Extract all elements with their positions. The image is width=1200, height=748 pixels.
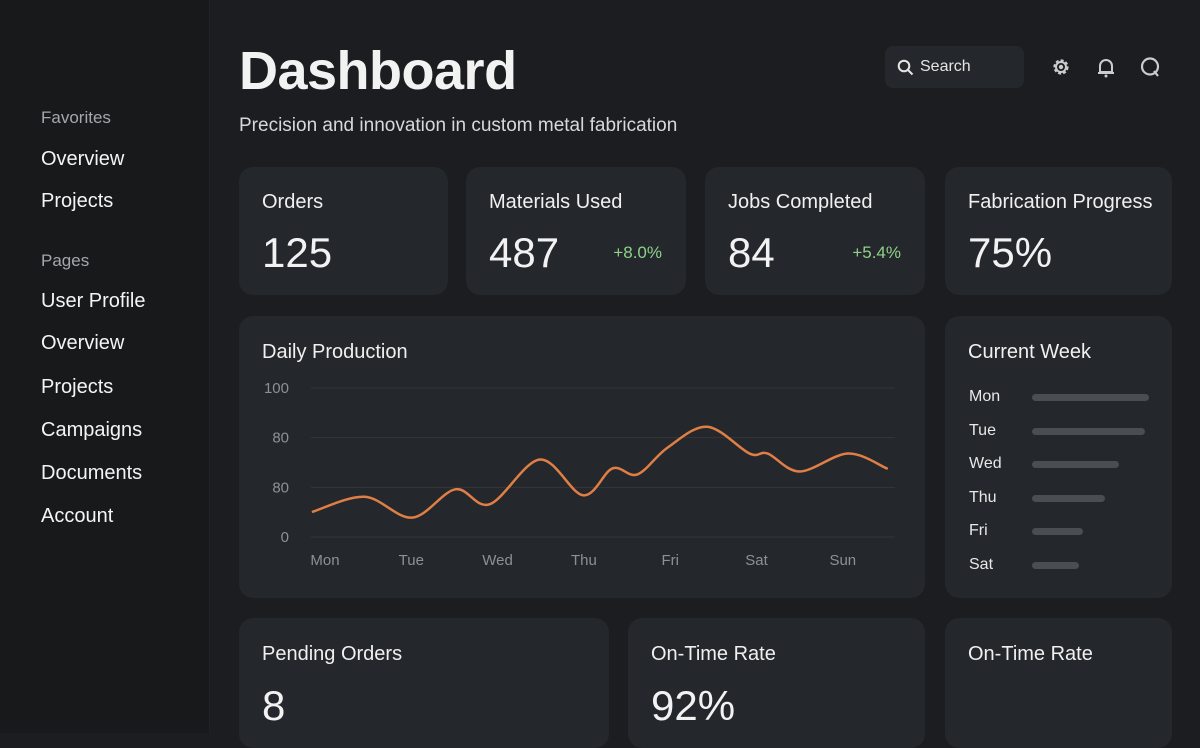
sidebar: Favorites Overview Projects Pages User P… [0,0,210,733]
stat-label: Orders [262,191,323,214]
chat-icon[interactable] [1139,56,1161,78]
week-day-bar [1032,394,1149,401]
y-tick-label: 80 [272,430,289,447]
on-time-rate-card: On-Time Rate 92% [628,618,925,748]
stat-label: Materials Used [489,191,622,214]
x-tick-label: Sat [745,552,768,569]
stat-value: 125 [262,229,332,277]
nav-documents[interactable]: Documents [41,462,142,485]
week-day-label: Tue [969,422,996,440]
settings-icon[interactable] [1050,56,1072,78]
stat-value: 84 [728,229,775,277]
x-tick-label: Sun [829,552,856,569]
stat-card-materials: Materials Used 487 +8.0% [466,167,686,295]
bell-icon[interactable] [1095,56,1117,78]
stat-label: On-Time Rate [968,643,1093,666]
search-input[interactable]: Search [885,46,1024,88]
y-tick-label: 80 [272,479,289,496]
week-day-label: Sat [969,556,993,574]
week-title: Current Week [968,341,1091,364]
production-line [313,427,887,518]
week-day-bar [1032,562,1079,569]
pending-orders-card: Pending Orders 8 [239,618,609,748]
nav-overview[interactable]: Overview [41,332,124,355]
stat-label: On-Time Rate [651,643,776,666]
week-day-label: Thu [969,489,997,507]
nav-projects-fav[interactable]: Projects [41,190,113,213]
stat-card-orders: Orders 125 [239,167,448,295]
stat-label: Pending Orders [262,643,402,666]
search-icon [897,59,914,76]
stat-value: 92% [651,682,735,730]
nav-projects[interactable]: Projects [41,376,113,399]
page-subtitle: Precision and innovation in custom metal… [239,115,677,137]
nav-overview-fav[interactable]: Overview [41,148,124,171]
nav-user-profile[interactable]: User Profile [41,290,145,313]
week-day-bar [1032,461,1119,468]
x-tick-label: Thu [571,552,597,569]
week-day-label: Wed [969,455,1002,473]
x-tick-label: Mon [310,552,339,569]
week-day-bar [1032,428,1145,435]
x-tick-label: Fri [661,552,679,569]
y-tick-label: 100 [264,380,289,397]
stat-card-jobs: Jobs Completed 84 +5.4% [705,167,925,295]
current-week-card: Current Week Mon Tue Wed Thu Fri Sat [945,316,1172,598]
week-day-label: Mon [969,388,1000,406]
x-tick-label: Tue [399,552,424,569]
stat-delta: +8.0% [613,243,662,263]
stat-delta: +5.4% [852,243,901,263]
stat-value: 487 [489,229,559,277]
search-placeholder: Search [920,58,971,76]
week-day-bar [1032,495,1105,502]
y-tick-label: 0 [281,529,289,546]
stat-label: Jobs Completed [728,191,873,214]
favorites-label: Favorites [41,108,111,128]
page-title: Dashboard [239,40,517,102]
nav-account[interactable]: Account [41,505,113,528]
pages-label: Pages [41,251,89,271]
x-tick-label: Wed [482,552,513,569]
week-day-label: Fri [969,522,988,540]
week-day-bar [1032,528,1083,535]
on-time-rate-card-2: On-Time Rate [945,618,1172,748]
stat-value: 8 [262,682,285,730]
line-chart: 100 80 80 0 Mon Tue Wed Thu Fri Sat Sun [239,316,925,598]
nav-campaigns[interactable]: Campaigns [41,419,142,442]
stat-card-progress: Fabrication Progress 75% [945,167,1172,295]
stat-label: Fabrication Progress [968,191,1153,214]
stat-value: 75% [968,229,1052,277]
